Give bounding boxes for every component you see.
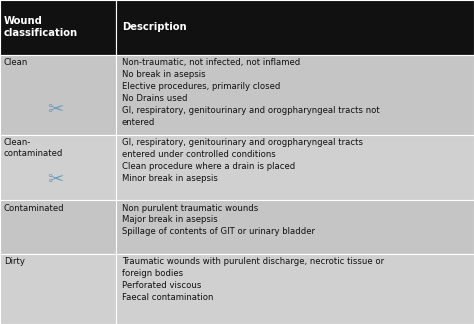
Text: Non purulent traumatic wounds
Major break in asepsis
Spillage of contents of GIT: Non purulent traumatic wounds Major brea… (122, 203, 315, 237)
Text: ✂: ✂ (47, 100, 64, 119)
Text: Clean: Clean (4, 58, 28, 67)
Bar (116, 55, 474, 135)
Text: ✂: ✂ (47, 170, 64, 189)
Bar (0, 135, 116, 200)
Text: Traumatic wounds with purulent discharge, necrotic tissue or
foreign bodies
Perf: Traumatic wounds with purulent discharge… (122, 257, 384, 302)
Text: Non-traumatic, not infected, not inflamed
No break in asepsis
Elective procedure: Non-traumatic, not infected, not inflame… (122, 58, 380, 127)
Bar (0, 0, 116, 55)
Text: Description: Description (122, 22, 186, 32)
Bar (116, 135, 474, 200)
Text: Dirty: Dirty (4, 257, 25, 266)
Text: Clean-
contaminated: Clean- contaminated (4, 138, 63, 158)
Bar (0, 200, 116, 254)
Text: Contaminated: Contaminated (4, 203, 64, 213)
Text: Wound
classification: Wound classification (4, 16, 78, 38)
Text: GI, respiratory, genitourinary and orogpharyngeal tracts
entered under controlle: GI, respiratory, genitourinary and orogp… (122, 138, 363, 183)
Bar (116, 0, 474, 55)
Bar (0, 55, 116, 135)
Bar (116, 254, 474, 324)
Bar (0, 254, 116, 324)
Bar (116, 200, 474, 254)
